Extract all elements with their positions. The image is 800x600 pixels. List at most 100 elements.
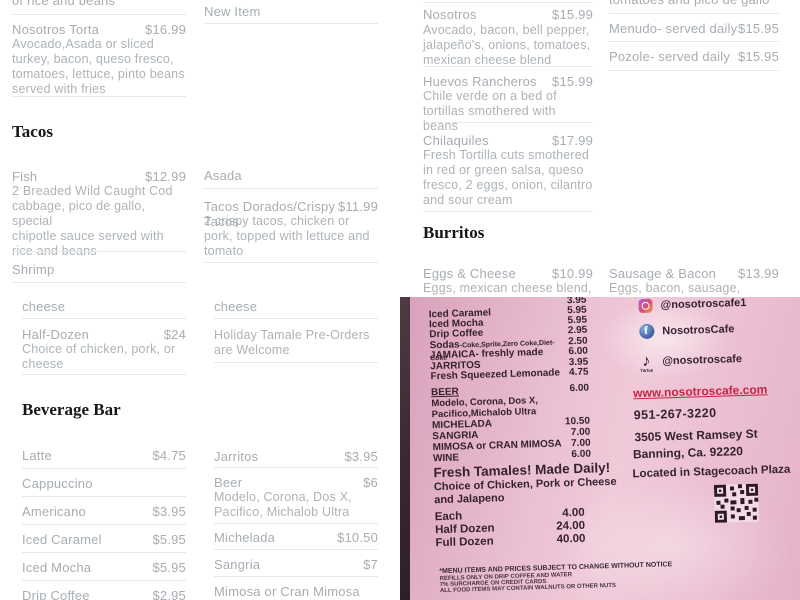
divider: [214, 549, 378, 550]
item-name: Iced Caramel: [22, 532, 102, 547]
item-name: Full Dozen: [435, 535, 494, 550]
item-name: Mimosa or Cran Mimosa: [214, 584, 360, 599]
section-title-beverage-bar: Beverage Bar: [22, 400, 121, 419]
item-name: Drip Coffee: [22, 588, 90, 600]
divider: [423, 66, 593, 67]
item-description: Choice of chicken, pork, or cheese: [22, 342, 176, 371]
item-price: $16.99: [145, 22, 186, 37]
divider: [423, 211, 593, 212]
divider: [609, 41, 779, 42]
item-description: 2 Breaded Wild Caught Cod cabbage, pico …: [12, 184, 173, 258]
divider: [214, 523, 378, 524]
item-name: Cappuccino: [22, 476, 93, 491]
menu-item: Beer $6: [214, 475, 378, 490]
printed-menu-photo: 3.95 Iced Caramel 5.95 Iced Mocha 5.95 D…: [400, 297, 800, 600]
menu-item: Americano $3.95: [22, 504, 186, 519]
menu-item: Chilaquiles $17.99: [423, 133, 593, 148]
item-name: Pozole- served daily: [609, 49, 731, 64]
divider: [609, 13, 779, 14]
menu-item: Shrimp: [12, 262, 186, 277]
item-price: 2.95: [567, 324, 588, 337]
divider: [12, 96, 186, 97]
item-price: $5.95: [152, 560, 186, 575]
menu-item: cheese: [22, 299, 186, 314]
item-price: 4.75: [568, 366, 589, 379]
item-price: 10.50: [564, 415, 591, 428]
social-row-tiktok: @nosotroscafe: [642, 350, 742, 371]
item-price: $6: [363, 475, 378, 490]
menu-item: Nosotros $15.99: [423, 7, 593, 22]
item-price: 6.00: [568, 345, 589, 358]
divider: [204, 262, 378, 263]
social-row-facebook: NosotrosCafe: [639, 321, 735, 340]
menu-item: Mimosa or Cran Mimosa: [214, 584, 378, 599]
menu-column-1: of rice and beans Nosotros Torta $16.99 …: [12, 0, 186, 600]
menu-item: Iced Caramel $5.95: [22, 532, 186, 547]
instagram-icon: [638, 298, 653, 314]
menu-item: cheese: [214, 299, 378, 314]
item-name: Half Dozen: [434, 522, 495, 537]
menu-item: Michelada $10.50: [214, 530, 378, 545]
item-price: $5.95: [152, 532, 186, 547]
divider: [423, 122, 593, 123]
item-description: Eggs, mexican cheese blend, beans: [423, 281, 592, 310]
divider: [22, 374, 186, 375]
section-title-burritos: Burritos: [423, 223, 485, 242]
item-price: $3.95: [152, 504, 186, 519]
menu-item-partial: tomatoes and pico de gallo: [609, 0, 779, 7]
item-price: 6.00: [569, 382, 590, 395]
item-price: $10.50: [337, 530, 378, 545]
item-name: Nosotros Torta: [12, 22, 100, 37]
item-name: Tacos Dorados/Crispy Tacos: [204, 199, 336, 229]
item-price: $2.95: [152, 588, 186, 600]
phone-number: 951-267-3220: [633, 405, 717, 423]
divider: [22, 318, 186, 319]
item-price: $4.75: [152, 448, 186, 463]
item-price: $10.99: [552, 266, 593, 281]
photo-content: 3.95 Iced Caramel 5.95 Iced Mocha 5.95 D…: [400, 297, 800, 600]
item-name: WINE: [432, 452, 460, 465]
menu-item: Tacos Dorados/Crispy Tacos $11.99: [204, 199, 378, 229]
qr-code: [713, 483, 760, 523]
item-name: cheese: [22, 299, 66, 314]
tiktok-handle: @nosotroscafe: [662, 353, 743, 368]
menu-column-3: Nosotros $15.99 Avocado, bacon, bell pep…: [423, 0, 593, 600]
item-price: 4.00: [562, 506, 585, 520]
menu-item-partial: of rice and beans: [12, 0, 186, 8]
item-price: $13.99: [738, 266, 779, 281]
item-name: Sangria: [214, 557, 261, 572]
menu-item: Half-Dozen $24: [22, 327, 186, 342]
item-name: cheese: [214, 299, 258, 314]
item-name: Jarritos: [214, 449, 259, 464]
item-price: $3.95: [344, 449, 378, 464]
divider: [22, 468, 186, 469]
item-name: Michelada: [214, 530, 276, 545]
menu-item: New Item: [204, 4, 378, 19]
item-description: Avocado, bacon, bell pepper, jalapeño's,…: [423, 23, 591, 67]
location-note: Located in Stagecoach Plaza: [632, 463, 791, 481]
item-price: $7: [363, 557, 378, 572]
photo-edge: [400, 297, 410, 600]
menu-item: Holiday Tamale Pre-Orders are Welcome: [214, 328, 370, 357]
divider: [423, 2, 593, 3]
item-name: Shrimp: [12, 262, 55, 277]
divider: [22, 580, 186, 581]
menu-item: Nosotros Torta $16.99: [12, 22, 186, 37]
item-description: Avocado,Asada or sliced turkey, bacon, q…: [12, 37, 185, 96]
address-line-2: Banning, Ca. 92220: [632, 444, 744, 462]
item-description: Fresh Tortilla cuts smothered in red or …: [423, 148, 593, 207]
divider: [12, 251, 186, 252]
item-price: $24: [163, 327, 186, 342]
item-name: Nosotros: [423, 7, 477, 22]
item-name: Iced Mocha: [22, 560, 92, 575]
item-description: 2 crispy tacos, chicken or pork, topped …: [204, 214, 370, 258]
instagram-handle: @nosotroscafe1: [660, 297, 747, 312]
tiktok-icon: [642, 353, 655, 371]
item-name: of rice and beans: [12, 0, 116, 8]
item-name: Chilaquiles: [423, 133, 489, 148]
item-price: $15.99: [552, 74, 593, 89]
social-row-instagram: @nosotroscafe1: [638, 297, 747, 314]
item-price: 40.00: [556, 532, 586, 546]
item-name: Each: [434, 510, 463, 524]
item-name: Latte: [22, 448, 52, 463]
